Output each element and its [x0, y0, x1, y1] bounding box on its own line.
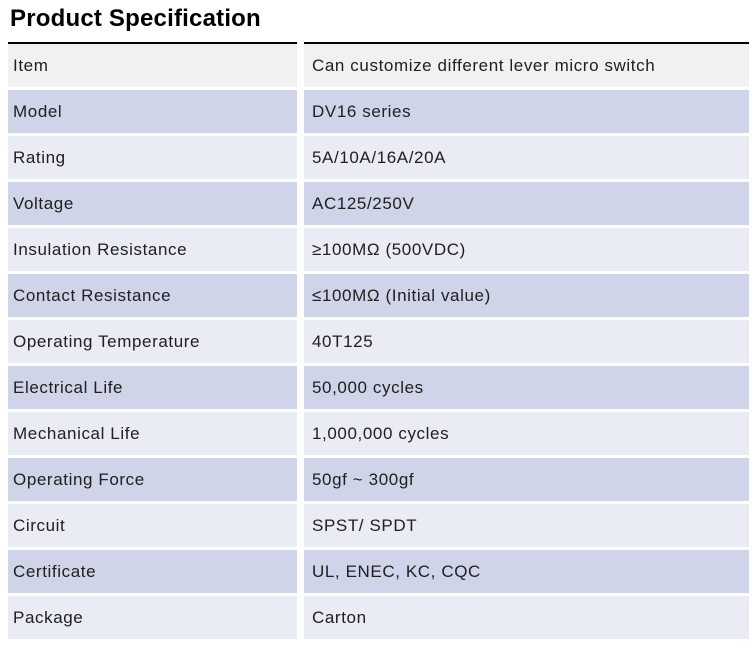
spec-value-cell: DV16 series [304, 90, 749, 133]
spec-value-cell: SPST/ SPDT [304, 504, 749, 547]
spec-value-cell: Carton [304, 596, 749, 639]
spec-label-cell: Package [8, 596, 297, 639]
spec-label-cell: Mechanical Life [8, 412, 297, 455]
spec-label-cell: Insulation Resistance [8, 228, 297, 271]
spec-value-cell: 5A/10A/16A/20A [304, 136, 749, 179]
spec-label-cell: Circuit [8, 504, 297, 547]
spec-label-cell: Operating Force [8, 458, 297, 501]
spec-label-cell: Model [8, 90, 297, 133]
spec-label-cell: Operating Temperature [8, 320, 297, 363]
spec-value-cell: 1,000,000 cycles [304, 412, 749, 455]
spec-value-cell: 50gf ~ 300gf [304, 458, 749, 501]
spec-value-cell: Can customize different lever micro swit… [304, 42, 749, 87]
spec-label-cell: Contact Resistance [8, 274, 297, 317]
spec-label-cell: Electrical Life [8, 366, 297, 409]
spec-table: Item Can customize different lever micro … [8, 42, 749, 639]
spec-label-cell: Voltage [8, 182, 297, 225]
spec-value-cell: 50,000 cycles [304, 366, 749, 409]
spec-label-cell: Rating [8, 136, 297, 179]
spec-value-cell: UL, ENEC, KC, CQC [304, 550, 749, 593]
spec-value-cell: ≤100MΩ (Initial value) [304, 274, 749, 317]
page-title: Product Specification [10, 5, 261, 32]
spec-value-cell: AC125/250V [304, 182, 749, 225]
spec-value-cell: 40T125 [304, 320, 749, 363]
spec-label-cell: Item [8, 42, 297, 87]
spec-value-cell: ≥100MΩ (500VDC) [304, 228, 749, 271]
product-specification-page: { "page": { "title": "Product Specificat… [0, 6, 754, 650]
spec-label-cell: Certificate [8, 550, 297, 593]
